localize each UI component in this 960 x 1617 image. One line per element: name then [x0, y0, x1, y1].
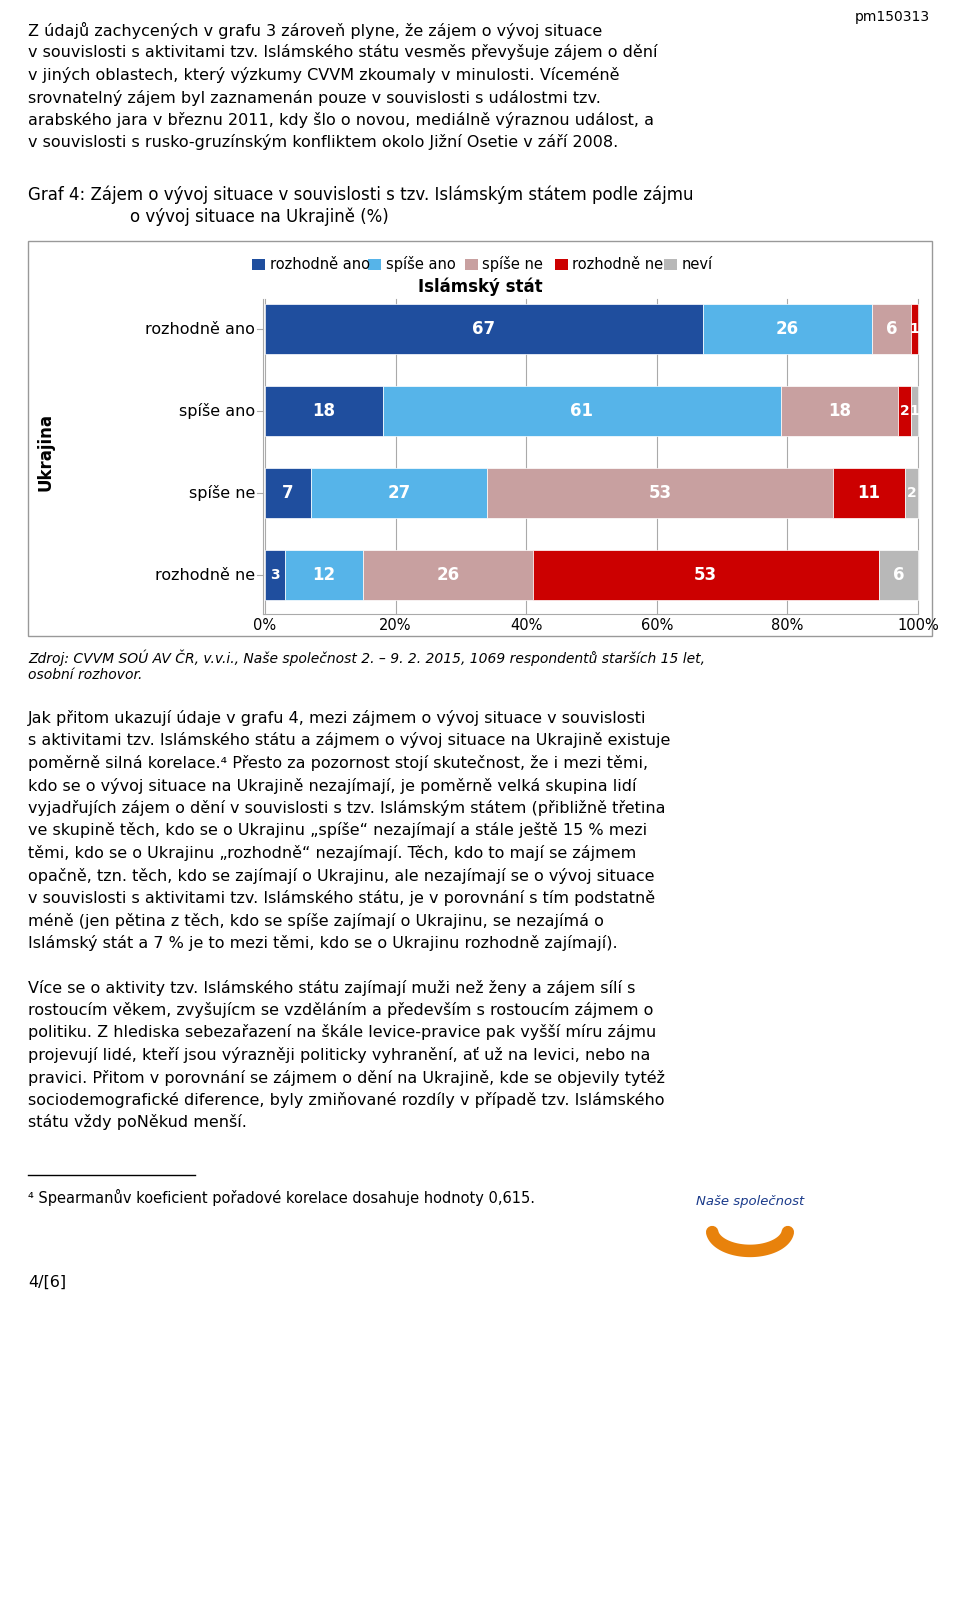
Bar: [878, 550, 918, 600]
Bar: [311, 467, 487, 517]
Text: Islámský stát a 7 % je to mezi těmi, kdo se o Ukrajinu rozhodně zajímají).: Islámský stát a 7 % je to mezi těmi, kdo…: [28, 935, 617, 951]
Text: s aktivitami tzv. Islámského státu a zájmem o vývoj situace na Ukrajině existuje: s aktivitami tzv. Islámského státu a záj…: [28, 733, 670, 749]
Bar: [368, 259, 381, 270]
Text: ve skupině těch, kdo se o Ukrajinu „spíše“ nezajímají a stále ještě 15 % mezi: ve skupině těch, kdo se o Ukrajinu „spíš…: [28, 823, 647, 839]
Text: 1: 1: [910, 404, 920, 419]
Bar: [905, 467, 918, 517]
Text: rozhodně ano: rozhodně ano: [145, 322, 255, 336]
Text: 27: 27: [387, 483, 411, 501]
Text: 4/[6]: 4/[6]: [28, 1274, 66, 1290]
Bar: [363, 550, 533, 600]
Text: v souvislosti s aktivitami tzv. Islámského státu vesměs převyšuje zájem o dění: v souvislosti s aktivitami tzv. Islámské…: [28, 45, 658, 60]
Text: Jak přitom ukazují údaje v grafu 4, mezi zájmem o vývoj situace v souvislosti: Jak přitom ukazují údaje v grafu 4, mezi…: [28, 710, 646, 726]
Bar: [780, 386, 899, 437]
Text: 3: 3: [270, 568, 279, 582]
Text: pm150313: pm150313: [854, 10, 930, 24]
Bar: [465, 259, 477, 270]
Text: rozhodně ano: rozhodně ano: [270, 257, 370, 272]
Text: Z údajů zachycených v grafu 3 zároveň plyne, že zájem o vývoj situace: Z údajů zachycených v grafu 3 zároveň pl…: [28, 23, 602, 39]
Text: osobní rozhovor.: osobní rozhovor.: [28, 668, 142, 682]
Text: v jiných oblastech, který výzkumy CVVM zkoumaly v minulosti. Víceméně: v jiných oblastech, který výzkumy CVVM z…: [28, 66, 619, 82]
Text: 6: 6: [886, 320, 898, 338]
Text: v souvislosti s aktivitami tzv. Islámského státu, je v porovnání s tím podstatně: v souvislosti s aktivitami tzv. Islámské…: [28, 889, 655, 906]
Text: méně (jen pětina z těch, kdo se spíše zajímají o Ukrajinu, se nezajímá o: méně (jen pětina z těch, kdo se spíše za…: [28, 912, 604, 928]
Text: 80%: 80%: [771, 618, 804, 632]
Text: Více se o aktivity tzv. Islámského státu zajímají muži než ženy a zájem sílí s: Více se o aktivity tzv. Islámského státu…: [28, 980, 636, 996]
Text: spíše ano: spíše ano: [386, 257, 456, 273]
Bar: [873, 304, 911, 354]
Bar: [664, 259, 677, 270]
Text: 18: 18: [828, 403, 852, 420]
Bar: [899, 386, 911, 437]
Text: Zdroj: CVVM SOÚ AV ČR, v.v.i., Naše společnost 2. – 9. 2. 2015, 1069 respondentů: Zdroj: CVVM SOÚ AV ČR, v.v.i., Naše spol…: [28, 650, 705, 666]
Text: 67: 67: [472, 320, 495, 338]
Text: rozhodně ne: rozhodně ne: [155, 568, 255, 582]
Bar: [265, 550, 284, 600]
Text: o vývoj situace na Ukrajině (%): o vývoj situace na Ukrajině (%): [130, 207, 389, 225]
Bar: [911, 386, 918, 437]
Text: 61: 61: [570, 403, 593, 420]
Text: ⁴ Spearmanův koeficient pořadové korelace dosahuje hodnoty 0,615.: ⁴ Spearmanův koeficient pořadové korelac…: [28, 1188, 535, 1206]
Text: spíše ne: spíše ne: [483, 257, 543, 273]
Text: 2: 2: [900, 404, 910, 419]
Text: 0%: 0%: [253, 618, 276, 632]
Bar: [833, 467, 905, 517]
Text: Naše společnost: Naše společnost: [696, 1195, 804, 1208]
Text: Ukrajina: Ukrajina: [37, 412, 55, 492]
Text: 6: 6: [893, 566, 904, 584]
Text: spíše ano: spíše ano: [179, 403, 255, 419]
Text: vyjadřujích zájem o dění v souvislosti s tzv. Islámským státem (přibližně třetin: vyjadřujích zájem o dění v souvislosti s…: [28, 800, 665, 817]
Bar: [252, 259, 265, 270]
Text: poměrně silná korelace.⁴ Přesto za pozornost stojí skutečnost, že i mezi těmi,: poměrně silná korelace.⁴ Přesto za pozor…: [28, 755, 648, 771]
Text: 2: 2: [906, 487, 917, 500]
Text: 26: 26: [436, 566, 460, 584]
Text: srovnatelný zájem byl zaznamenán pouze v souvislosti s událostmi tzv.: srovnatelný zájem byl zaznamenán pouze v…: [28, 89, 601, 105]
Text: pravici. Přitom v porovnání se zájmem o dění na Ukrajině, kde se objevily tytéž: pravici. Přitom v porovnání se zájmem o …: [28, 1069, 665, 1085]
Bar: [911, 304, 918, 354]
Text: těmi, kdo se o Ukrajinu „rozhodně“ nezajímají. Těch, kdo to mají se zájmem: těmi, kdo se o Ukrajinu „rozhodně“ nezaj…: [28, 846, 636, 860]
Text: v souvislosti s rusko-gruzínským konfliktem okolo Jižní Osetie v září 2008.: v souvislosti s rusko-gruzínským konflik…: [28, 134, 618, 150]
Text: opačně, tzn. těch, kdo se zajímají o Ukrajinu, ale nezajímají se o vývoj situace: opačně, tzn. těch, kdo se zajímají o Ukr…: [28, 867, 655, 883]
Text: rostoucím věkem, zvyšujícm se vzděláním a především s rostoucím zájmem o: rostoucím věkem, zvyšujícm se vzděláním …: [28, 1003, 654, 1019]
Text: 100%: 100%: [898, 618, 939, 632]
Bar: [265, 304, 703, 354]
Bar: [382, 386, 780, 437]
Text: 11: 11: [857, 483, 880, 501]
Text: politiku. Z hlediska sebezařazení na škále levice-pravice pak vyšší míru zájmu: politiku. Z hlediska sebezařazení na šká…: [28, 1025, 657, 1040]
Text: Graf 4: Zájem o vývoj situace v souvislosti s tzv. Islámským státem podle zájmu: Graf 4: Zájem o vývoj situace v souvislo…: [28, 184, 693, 204]
FancyBboxPatch shape: [28, 241, 932, 635]
Text: 12: 12: [312, 566, 335, 584]
Text: 7: 7: [282, 483, 294, 501]
Bar: [265, 386, 382, 437]
Bar: [555, 259, 567, 270]
Text: státu vždy poNěkud menší.: státu vždy poNěkud menší.: [28, 1114, 247, 1130]
Text: 20%: 20%: [379, 618, 412, 632]
Text: 18: 18: [312, 403, 335, 420]
Text: 1: 1: [910, 322, 920, 336]
Bar: [265, 467, 311, 517]
Bar: [533, 550, 878, 600]
Text: 26: 26: [776, 320, 799, 338]
Text: rozhodně ne: rozhodně ne: [572, 257, 663, 272]
Text: 53: 53: [649, 483, 672, 501]
Text: sociodemografické diference, byly zmiňované rozdíly v případě tzv. Islámského: sociodemografické diference, byly zmiňov…: [28, 1091, 664, 1108]
Text: 60%: 60%: [640, 618, 673, 632]
Bar: [703, 304, 873, 354]
Text: Islámský stát: Islámský stát: [418, 278, 542, 296]
Text: spíše ne: spíše ne: [188, 485, 255, 501]
Text: arabského jara v březnu 2011, kdy šlo o novou, mediálně výraznou událost, a: arabského jara v březnu 2011, kdy šlo o …: [28, 112, 654, 128]
Bar: [284, 550, 363, 600]
Text: 40%: 40%: [510, 618, 542, 632]
Text: kdo se o vývoj situace na Ukrajině nezajímají, je poměrně velká skupina lidí: kdo se o vývoj situace na Ukrajině nezaj…: [28, 778, 636, 794]
Text: projevují lidé, kteří jsou výrazněji politicky vyhranění, ať už na levici, nebo : projevují lidé, kteří jsou výrazněji pol…: [28, 1046, 650, 1062]
Text: neví: neví: [682, 257, 713, 272]
Text: 53: 53: [694, 566, 717, 584]
Bar: [487, 467, 833, 517]
